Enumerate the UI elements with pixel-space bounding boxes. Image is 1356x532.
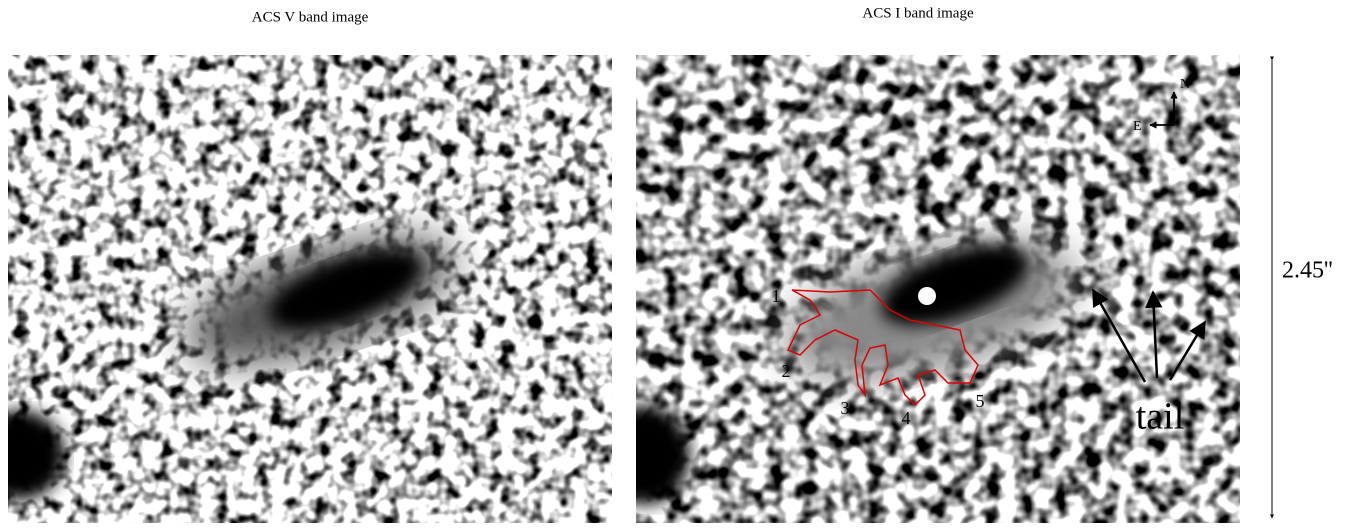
v-band-image [0, 55, 612, 523]
region-label: 4 [902, 408, 911, 428]
panel-title: ACS V band image [252, 9, 369, 25]
scale-bar-label: 2.45'' [1282, 258, 1333, 284]
nucleus-marker [918, 287, 936, 305]
region-label: 3 [841, 398, 850, 418]
compass-east: E [1133, 119, 1142, 134]
region-label: 2 [782, 361, 791, 381]
region-label: 1 [772, 286, 781, 306]
panel-title: ACS I band image [862, 5, 974, 21]
region-label: 5 [976, 391, 985, 411]
tail-label: tail [1136, 396, 1185, 438]
i-band-image [600, 55, 1240, 523]
page: ACS V band image ACS I band image 1 2 3 … [0, 0, 1356, 527]
figure: ACS V band image ACS I band image 1 2 3 … [0, 0, 1356, 527]
compass-north: N [1180, 77, 1190, 92]
